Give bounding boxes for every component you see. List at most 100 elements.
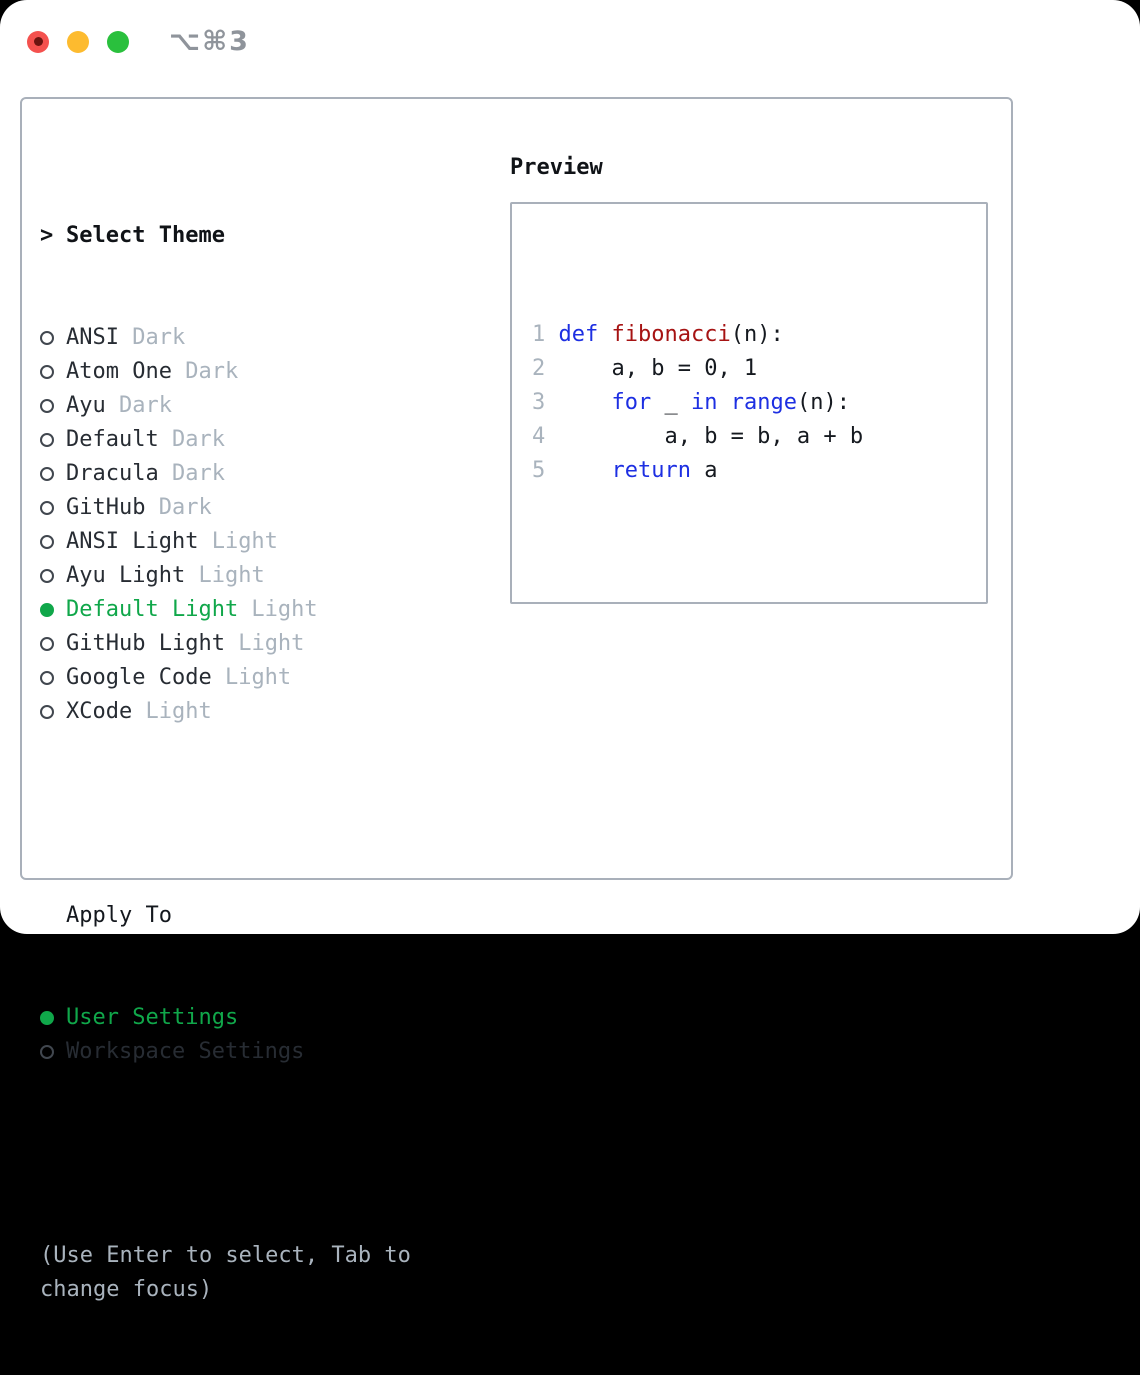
theme-name: Ayu Light — [66, 563, 186, 588]
radio-circle-icon — [40, 569, 54, 583]
theme-variant: Dark — [118, 325, 186, 350]
theme-variant: Light — [198, 529, 278, 554]
code-token: a — [690, 458, 718, 483]
theme-name: Default — [66, 427, 159, 452]
spacer — [532, 556, 986, 590]
minimize-button[interactable] — [67, 30, 89, 53]
theme-name: Default Light — [66, 597, 239, 622]
theme-name: GitHub Light — [66, 631, 225, 656]
theme-option-default-light[interactable]: Default Light Light — [40, 593, 442, 627]
apply-option-workspace-settings[interactable]: Workspace Settings — [40, 1035, 442, 1069]
apply-option-label: User Settings — [66, 1005, 239, 1030]
prompt-caret-icon: > — [40, 223, 54, 248]
theme-name: Ayu — [66, 393, 106, 418]
code-token: return — [611, 458, 691, 483]
code-token: _ — [651, 390, 691, 415]
radio-circle-icon — [40, 535, 54, 549]
preview-title: Preview — [510, 155, 603, 180]
theme-option-ayu[interactable]: Ayu Dark — [40, 389, 442, 423]
theme-option-ansi[interactable]: ANSI Dark — [40, 321, 442, 355]
theme-option-ayu-light[interactable]: Ayu Light Light — [40, 559, 442, 593]
code-token — [559, 390, 612, 415]
code-token: in — [690, 390, 718, 415]
spacer — [40, 797, 442, 831]
theme-option-github[interactable]: GitHub Dark — [40, 491, 442, 525]
code-line: 1 def fibonacci(n): — [532, 318, 986, 352]
radio-circle-icon — [40, 705, 54, 719]
theme-name: GitHub — [66, 495, 146, 520]
close-icon — [33, 37, 43, 46]
radio-icon — [40, 637, 66, 651]
titlebar: ⌥⌘3 — [27, 26, 250, 57]
radio-circle-icon — [40, 467, 54, 481]
theme-name: Dracula — [66, 461, 159, 486]
code-token — [717, 390, 730, 415]
theme-option-github-light[interactable]: GitHub Light Light — [40, 627, 442, 661]
code-line: 4 a, b = b, a + b — [532, 420, 986, 454]
apply-option-label: Workspace Settings — [66, 1039, 305, 1064]
code-token: def — [558, 322, 599, 347]
radio-icon — [40, 365, 66, 379]
apply-to-list: User Settings Workspace Settings — [40, 1001, 442, 1069]
theme-name: Google Code — [66, 665, 212, 690]
radio-circle-icon — [40, 331, 54, 345]
radio-circle-icon — [40, 1011, 54, 1025]
theme-variant: Dark — [171, 359, 239, 384]
theme-variant: Dark — [145, 495, 212, 520]
code-token: (n): — [796, 390, 850, 415]
theme-variant: Dark — [158, 427, 225, 452]
radio-icon — [40, 433, 66, 447]
theme-variant: Dark — [158, 461, 225, 486]
code-token: (n): — [730, 322, 784, 347]
zoom-button[interactable] — [107, 30, 129, 53]
code-token — [598, 322, 611, 347]
theme-variant: Dark — [105, 393, 172, 418]
apply-to-title: Apply To — [66, 903, 172, 928]
radio-icon — [40, 331, 66, 345]
theme-name: ANSI — [66, 325, 119, 350]
line-number: 5 — [532, 458, 559, 483]
radio-icon — [40, 1045, 66, 1059]
window-title: ⌥⌘3 — [169, 26, 250, 57]
theme-option-google-code[interactable]: Google Code Light — [40, 661, 442, 695]
theme-option-default[interactable]: Default Dark — [40, 423, 442, 457]
apply-option-user-settings[interactable]: User Settings — [40, 1001, 442, 1035]
radio-icon — [40, 535, 66, 549]
line-number: 1 — [532, 322, 559, 347]
radio-circle-icon — [40, 1045, 54, 1059]
radio-icon — [40, 467, 66, 481]
theme-option-ansi-light[interactable]: ANSI Light Light — [40, 525, 442, 559]
close-button[interactable] — [27, 30, 49, 53]
line-number: 2 — [532, 356, 559, 381]
apply-to-header: Apply To — [40, 899, 442, 933]
code-token: fibonacci — [611, 322, 731, 347]
radio-icon — [40, 603, 66, 617]
radio-circle-icon — [40, 399, 54, 413]
theme-option-xcode[interactable]: XCode Light — [40, 695, 442, 729]
radio-icon — [40, 671, 66, 685]
code-token: a, b = 0, 1 — [558, 356, 758, 381]
code-line: 5 return a — [532, 454, 986, 488]
theme-option-dracula[interactable]: Dracula Dark — [40, 457, 442, 491]
code-token: for — [611, 390, 652, 415]
radio-circle-icon — [40, 433, 54, 447]
theme-name: Atom One — [66, 359, 172, 384]
theme-option-atom-one[interactable]: Atom One Dark — [40, 355, 442, 389]
app-window: ⌥⌘3 > Select Theme ANSI Dark Atom One Dark… — [0, 0, 1140, 1302]
code-token: range — [730, 390, 797, 415]
theme-variant: Light — [211, 665, 292, 690]
spacer — [40, 1137, 442, 1171]
radio-circle-icon — [40, 365, 54, 379]
radio-icon — [40, 501, 66, 515]
radio-icon — [40, 399, 66, 413]
code-line: 2 a, b = 0, 1 — [532, 352, 986, 386]
left-panel: > Select Theme ANSI Dark Atom One Dark Ayu … — [40, 151, 442, 1375]
theme-variant: Light — [238, 597, 318, 622]
radio-circle-icon — [40, 501, 54, 515]
radio-icon — [40, 569, 66, 583]
select-theme-header: > Select Theme — [40, 219, 442, 253]
theme-picker-panel: > Select Theme ANSI Dark Atom One Dark Ayu … — [20, 97, 1013, 1302]
select-theme-title: Select Theme — [66, 223, 225, 248]
